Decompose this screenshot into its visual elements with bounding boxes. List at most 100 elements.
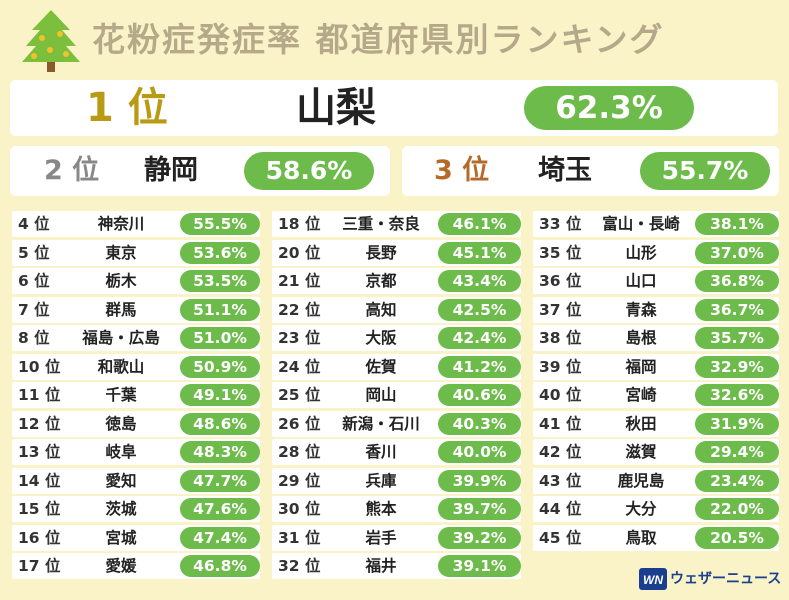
rate-badge: 50.9% — [180, 355, 260, 378]
rank-label: 36 位 — [539, 272, 582, 290]
ranking-row: 33 位 富山・長崎 38.1% — [533, 211, 779, 237]
rank-label: 30 位 — [278, 500, 321, 518]
prefecture-name: 佐賀 — [365, 357, 397, 376]
prefecture-name: 茨城 — [105, 500, 137, 518]
rate-badge: 42.4% — [438, 327, 521, 349]
rank-label: 26 位 — [278, 414, 321, 433]
rate-badge: 43.4% — [438, 270, 521, 292]
ranking-row: 25 位 岡山 40.6% — [272, 382, 521, 408]
rank-label: 31 位 — [278, 528, 321, 547]
rank-label: 11 位 — [18, 386, 61, 404]
rank-label: 21 位 — [278, 272, 321, 290]
rate-badge: 51.1% — [180, 298, 260, 321]
prefecture-name: 香川 — [365, 443, 397, 461]
prefecture-name: 群馬 — [105, 300, 137, 319]
prefecture-name: 鹿児島 — [617, 471, 665, 490]
prefecture-name: 兵庫 — [365, 471, 397, 490]
rate-badge: 23.4% — [695, 469, 779, 492]
rate-badge: 58.6% — [244, 152, 374, 190]
prefecture-name: 山梨 — [296, 85, 376, 131]
prefecture-name: 三重・奈良 — [342, 215, 420, 233]
rate-badge: 55.7% — [640, 152, 770, 190]
ranking-row: 45 位 鳥取 20.5% — [533, 524, 779, 551]
prefecture-name: 岩手 — [365, 528, 397, 547]
ranking-row: 37 位 青森 36.7% — [533, 296, 779, 323]
ranking-row: 38 位 島根 35.7% — [533, 325, 779, 351]
rank-label: 33 位 — [539, 215, 582, 233]
rate-badge: 42.5% — [438, 298, 521, 321]
prefecture-name: 福岡 — [625, 357, 657, 376]
prefecture-name: 熊本 — [365, 500, 397, 518]
ranking-row: 13 位 岐阜 48.3% — [12, 439, 260, 465]
rate-badge: 46.8% — [180, 555, 260, 577]
rate-badge: 51.0% — [180, 327, 260, 349]
rank-label: 20 位 — [278, 243, 321, 262]
rate-badge: 40.0% — [438, 441, 521, 463]
ranking-row: 15 位 茨城 47.6% — [12, 496, 260, 522]
rank-label: 35 位 — [539, 243, 582, 262]
prefecture-name: 秋田 — [625, 414, 657, 433]
ranking-row: 17 位 愛媛 46.8% — [12, 553, 260, 579]
rank-label: 23 位 — [278, 329, 321, 347]
ranking-row: 41 位 秋田 31.9% — [533, 410, 779, 437]
rate-badge: 49.1% — [180, 384, 260, 406]
rate-badge: 29.4% — [695, 441, 779, 463]
prefecture-name: 愛媛 — [105, 557, 137, 575]
rank-label: 40 位 — [539, 386, 582, 404]
prefecture-name: 静岡 — [144, 155, 198, 186]
prefecture-name: 和歌山 — [97, 357, 145, 376]
ranking-row: 39 位 福岡 32.9% — [533, 353, 779, 380]
prefecture-name: 埼玉 — [538, 155, 592, 186]
rate-badge: 48.6% — [180, 412, 260, 435]
rate-badge: 38.1% — [695, 213, 779, 235]
weathernews-logo-icon: WN — [639, 568, 667, 590]
prefecture-name: 宮城 — [105, 528, 137, 547]
prefecture-name: 福島・広島 — [82, 329, 160, 347]
rank-label: 45 位 — [539, 528, 582, 547]
rate-badge: 47.4% — [180, 526, 260, 549]
ranking-row: 4 位 神奈川 55.5% — [12, 211, 260, 237]
ranking-row: 6 位 栃木 53.5% — [12, 268, 260, 294]
rate-badge: 39.1% — [438, 555, 521, 577]
prefecture-name: 鳥取 — [625, 528, 657, 547]
rank-2-card: 2 位 静岡 58.6% — [10, 146, 390, 196]
rank-label: 38 位 — [539, 329, 582, 347]
ranking-row: 11 位 千葉 49.1% — [12, 382, 260, 408]
prefecture-name: 神奈川 — [97, 215, 145, 233]
ranking-row: 24 位 佐賀 41.2% — [272, 353, 521, 380]
rank-label: 25 位 — [278, 386, 321, 404]
ranking-row: 26 位 新潟・石川 40.3% — [272, 410, 521, 437]
prefecture-name: 大分 — [625, 500, 657, 518]
ranking-row: 14 位 愛知 47.7% — [12, 467, 260, 494]
rank-label: 13 位 — [18, 443, 61, 461]
prefecture-name: 滋賀 — [625, 443, 657, 461]
brand-logo-text: WN — [643, 573, 663, 587]
rate-badge: 32.6% — [695, 384, 779, 406]
rank-label: 17 位 — [18, 557, 61, 575]
rate-badge: 22.0% — [695, 498, 779, 520]
rank-label: 8 位 — [18, 329, 50, 347]
rank-label: 12 位 — [18, 414, 61, 433]
ranking-row: 43 位 鹿児島 23.4% — [533, 467, 779, 494]
ranking-row: 28 位 香川 40.0% — [272, 439, 521, 465]
rate-badge: 47.6% — [180, 498, 260, 520]
prefecture-name: 大阪 — [365, 329, 397, 347]
prefecture-name: 福井 — [365, 557, 397, 575]
rank-label: 22 位 — [278, 300, 321, 319]
rank-label: 1 位 — [86, 85, 168, 131]
prefecture-name: 千葉 — [105, 386, 137, 404]
prefecture-name: 富山・長崎 — [602, 215, 680, 233]
ranking-row: 30 位 熊本 39.7% — [272, 496, 521, 522]
rate-badge: 55.5% — [180, 213, 260, 235]
rank-label: 18 位 — [278, 215, 321, 233]
ranking-row: 31 位 岩手 39.2% — [272, 524, 521, 551]
rank-label: 4 位 — [18, 215, 50, 233]
prefecture-name: 青森 — [625, 300, 657, 319]
rank-label: 7 位 — [18, 300, 50, 319]
ranking-row: 35 位 山形 37.0% — [533, 239, 779, 266]
prefecture-name: 東京 — [105, 243, 137, 262]
rank-label: 32 位 — [278, 557, 321, 575]
rank-label: 6 位 — [18, 272, 50, 290]
ranking-row: 8 位 福島・広島 51.0% — [12, 325, 260, 351]
ranking-row: 23 位 大阪 42.4% — [272, 325, 521, 351]
